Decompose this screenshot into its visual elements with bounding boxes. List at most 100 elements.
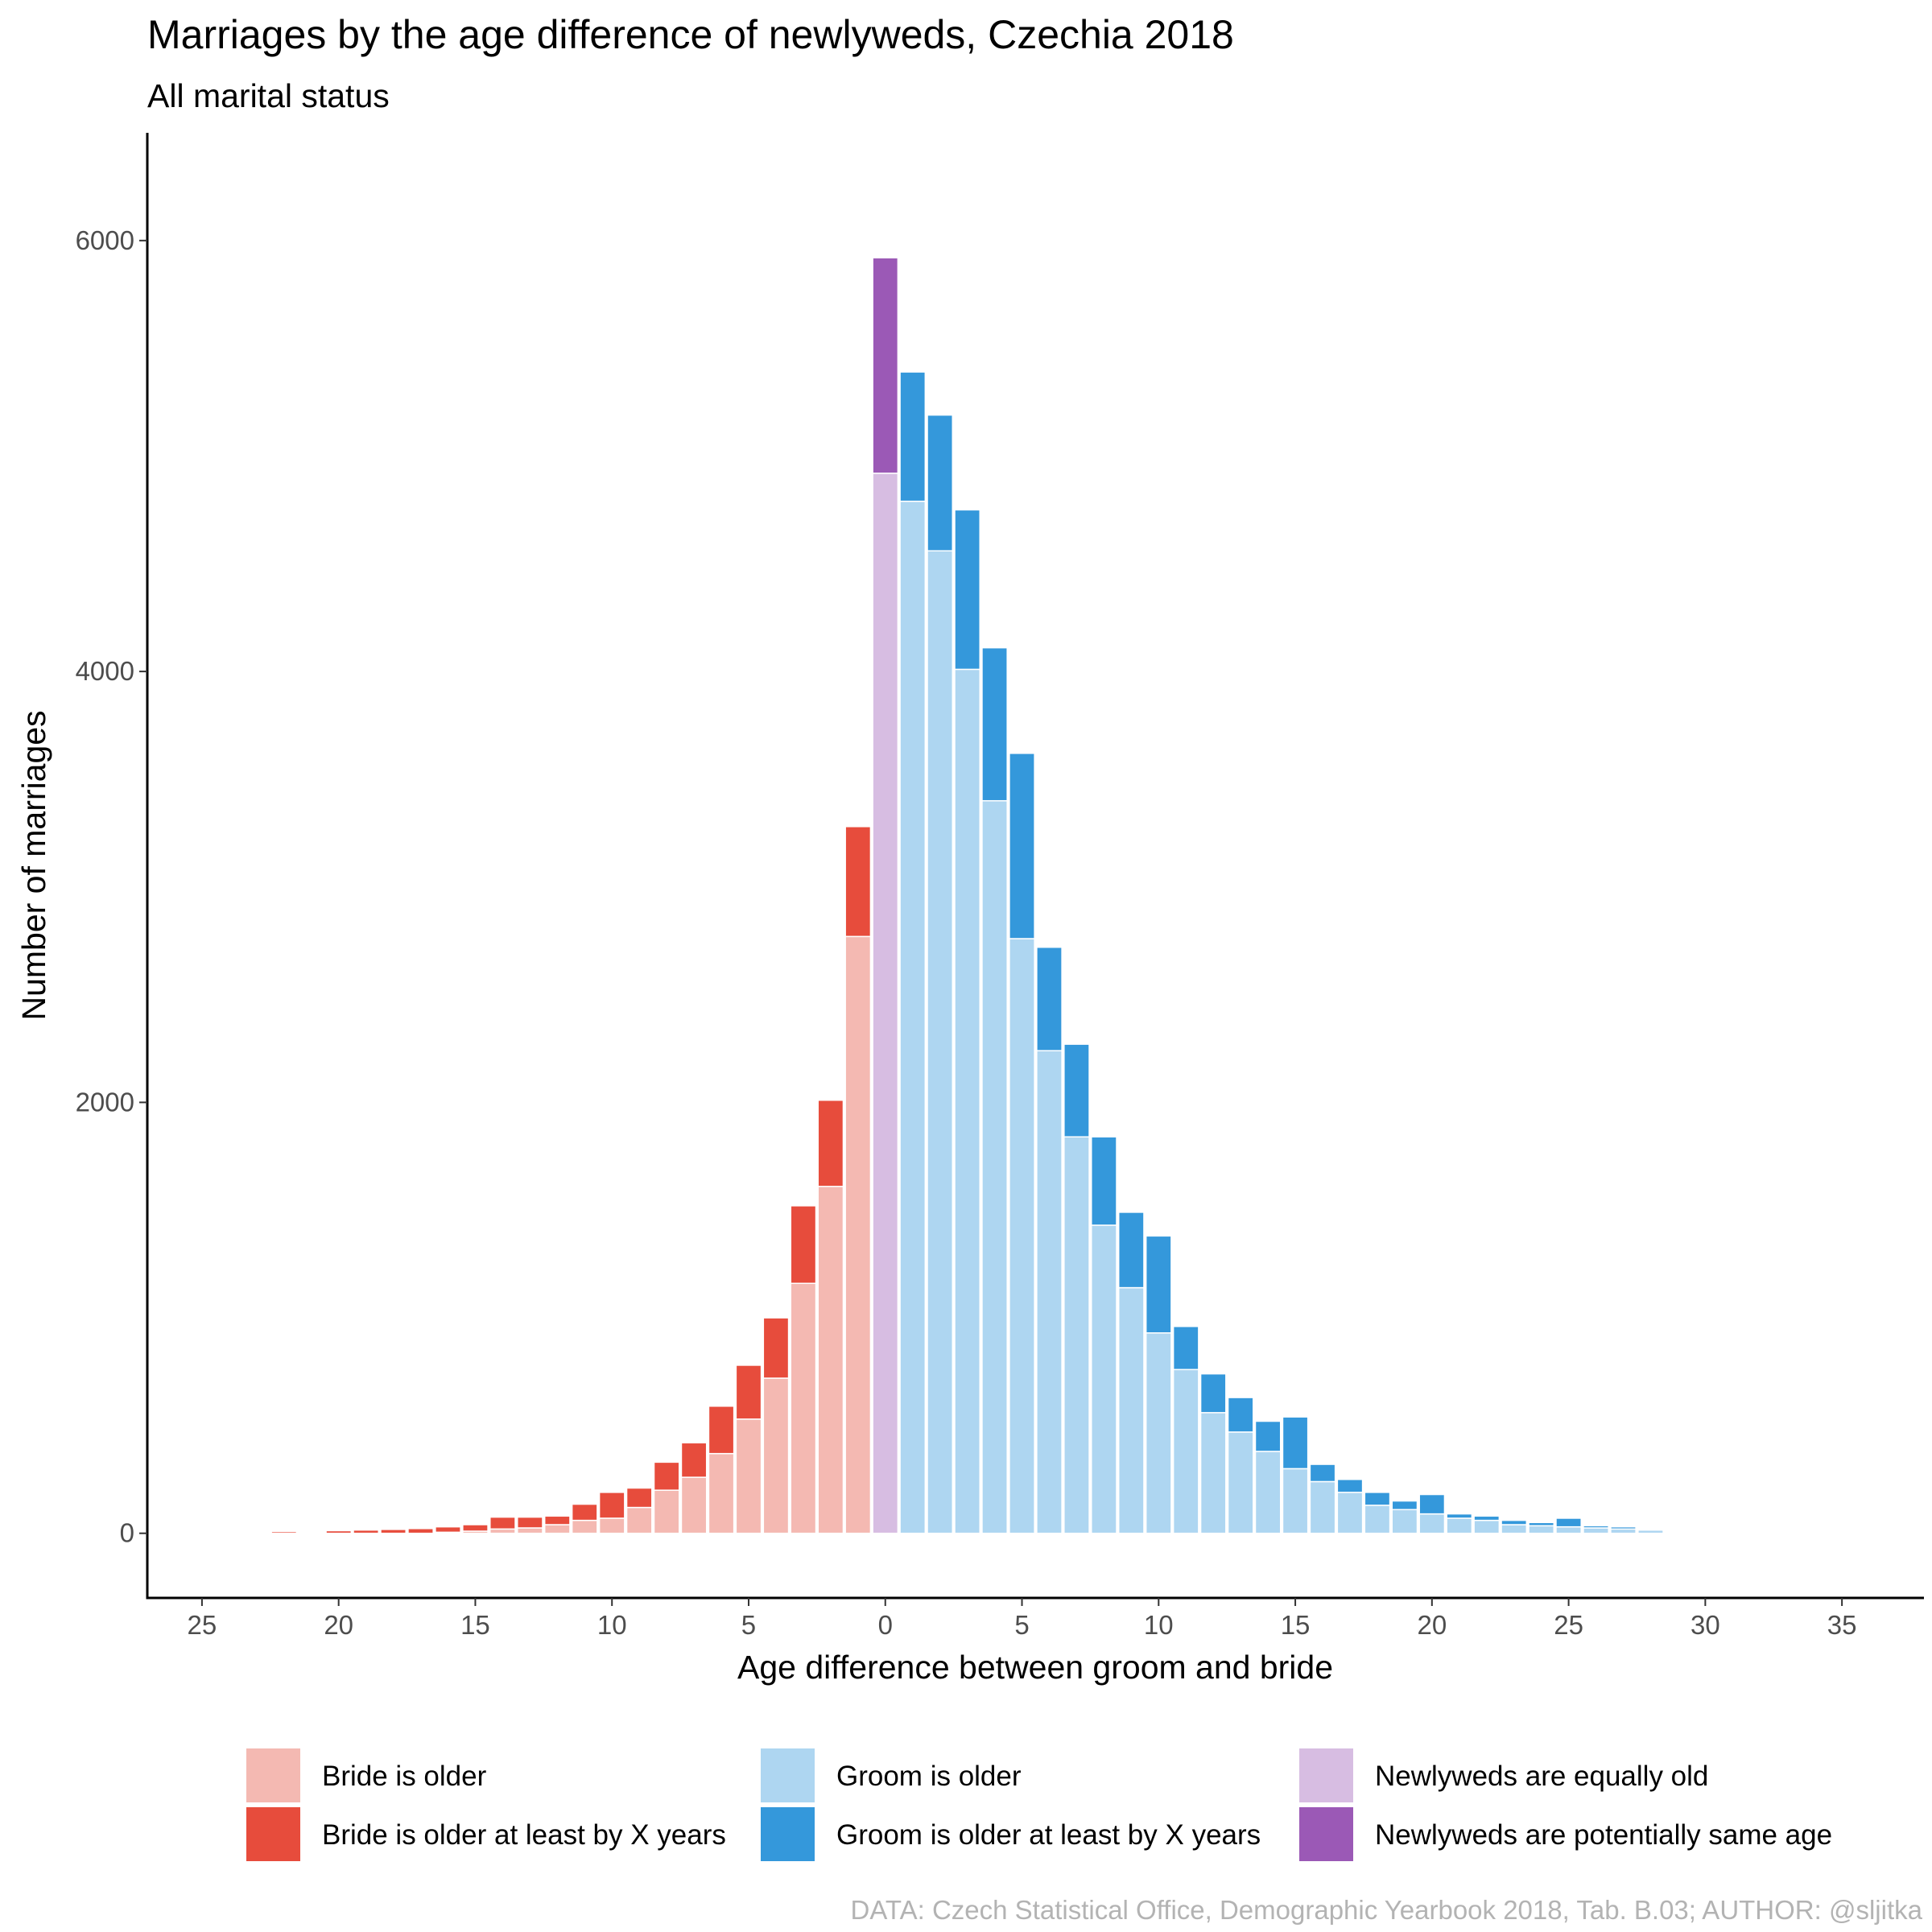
- bar-groom-older: [1418, 1513, 1446, 1534]
- bar-bride-older: [516, 1527, 543, 1534]
- bar-groom-older: [1036, 1050, 1063, 1534]
- bar-bride-older-at-least: [353, 1529, 380, 1534]
- bar-bride-older-at-least: [270, 1530, 298, 1534]
- bar-bride-older-at-least: [325, 1530, 353, 1534]
- bar-bride-older-at-least: [762, 1317, 790, 1379]
- bar-groom-older-at-least: [954, 509, 980, 671]
- x-tick-label: 25: [188, 1610, 217, 1640]
- bar-groom-older: [1446, 1517, 1473, 1534]
- bar-bride-older-at-least: [462, 1524, 489, 1532]
- bar-groom-older-at-least: [1364, 1492, 1391, 1506]
- bar-bride-older-at-least: [489, 1516, 516, 1530]
- bar-groom-older-at-least: [1746, 1530, 1773, 1534]
- bar-groom-older: [1528, 1525, 1555, 1534]
- bar-bride-older: [790, 1282, 817, 1534]
- bar-bride-older: [708, 1452, 735, 1534]
- bar-groom-older: [1227, 1431, 1254, 1534]
- bar-bride-older-at-least: [844, 826, 872, 938]
- bar-bride-older: [571, 1519, 598, 1534]
- bar-groom-older: [899, 500, 927, 1534]
- y-tick-label: 2000: [76, 1087, 134, 1117]
- y-tick-label: 0: [120, 1518, 134, 1548]
- x-tick-label: 0: [878, 1610, 893, 1640]
- x-tick-label: 35: [1827, 1610, 1857, 1640]
- bar-groom-older: [1501, 1524, 1528, 1534]
- legend-label: Groom is older at least by X years: [836, 1819, 1261, 1851]
- legend-swatch-groom-older: [761, 1748, 815, 1802]
- bar-groom-older: [1199, 1412, 1227, 1534]
- bar-bride-older-at-least: [817, 1099, 844, 1187]
- bar-equally-old: [872, 473, 899, 1534]
- chart-caption: DATA: Czech Statistical Office, Demograp…: [851, 1895, 1923, 1925]
- legend: Bride is older Groom is older Newlyweds ar…: [246, 1748, 1832, 1861]
- bar-groom-older: [1391, 1509, 1418, 1534]
- bar-groom-older: [1364, 1505, 1391, 1534]
- bar-bride-older: [735, 1418, 762, 1534]
- legend-swatch-bride-older-at-least: [246, 1807, 300, 1861]
- bar-groom-older-at-least: [1773, 1530, 1801, 1534]
- bar-bride-older-at-least: [516, 1516, 543, 1529]
- bar-groom-older: [1145, 1332, 1172, 1534]
- x-tick-label: 15: [460, 1610, 490, 1640]
- bar-groom-older-at-least: [1473, 1515, 1501, 1521]
- bar-groom-older: [1336, 1492, 1364, 1534]
- legend-swatch-equally-old: [1299, 1748, 1353, 1802]
- bars-layer: [270, 257, 1828, 1534]
- bar-groom-older-at-least: [1555, 1517, 1582, 1528]
- bar-groom-older-at-least: [1446, 1513, 1473, 1519]
- bar-groom-older-at-least: [1692, 1530, 1719, 1534]
- bar-groom-older-at-least: [1199, 1373, 1227, 1414]
- bar-groom-older-at-least: [1418, 1493, 1446, 1515]
- y-tick-label: 6000: [76, 225, 134, 255]
- bar-groom-older: [927, 550, 954, 1534]
- bar-bride-older-at-least: [653, 1461, 680, 1491]
- legend-label: Newlyweds are equally old: [1375, 1761, 1708, 1792]
- bar-bride-older-at-least: [407, 1528, 434, 1534]
- x-tick-label: 5: [741, 1610, 756, 1640]
- bar-bride-older-at-least: [735, 1364, 762, 1420]
- bar-groom-older: [1282, 1468, 1309, 1534]
- bar-bride-older: [625, 1506, 653, 1534]
- x-tick-label: 30: [1690, 1610, 1720, 1640]
- bar-groom-older-at-least: [1091, 1136, 1117, 1226]
- x-tick-label: 20: [324, 1610, 353, 1640]
- bar-groom-older-at-least: [1336, 1479, 1364, 1493]
- bar-groom-older-at-least: [1637, 1528, 1664, 1531]
- x-tick-label: 15: [1281, 1610, 1311, 1640]
- bar-groom-older-at-least: [1528, 1521, 1555, 1527]
- bar-groom-older-at-least: [899, 371, 927, 502]
- bar-groom-older-at-least: [1610, 1525, 1637, 1530]
- bar-groom-older: [1172, 1368, 1199, 1534]
- legend-label: Bride is older at least by X years: [322, 1819, 726, 1851]
- legend-swatch-bride-older: [246, 1748, 300, 1802]
- bar-groom-older-at-least: [1282, 1416, 1309, 1470]
- legend-swatch-groom-older-at-least: [761, 1807, 815, 1861]
- bar-bride-older: [653, 1489, 680, 1534]
- bar-bride-older: [489, 1528, 516, 1534]
- chart-subtitle: All marital status: [147, 77, 390, 114]
- bar-bride-older-at-least: [790, 1205, 817, 1284]
- bar-groom-older: [954, 668, 980, 1534]
- bar-groom-older: [981, 799, 1008, 1534]
- bar-groom-older: [1063, 1136, 1090, 1534]
- y-axis-title: Number of marriages: [15, 710, 52, 1020]
- chart-title: Marriages by the age difference of newly…: [147, 12, 1234, 57]
- bar-bride-older: [543, 1524, 571, 1534]
- bar-groom-older: [1555, 1525, 1582, 1534]
- bar-bride-older-at-least: [543, 1515, 571, 1525]
- y-tick-label: 4000: [76, 656, 134, 686]
- x-tick-label: 20: [1417, 1610, 1447, 1640]
- bar-groom-older-at-least: [1583, 1525, 1609, 1529]
- legend-label: Newlyweds are potentially same age: [1375, 1819, 1832, 1851]
- bar-groom-older: [1009, 938, 1035, 1534]
- bar-groom-older: [1309, 1480, 1336, 1534]
- legend-label: Bride is older: [322, 1761, 487, 1792]
- bar-groom-older-at-least: [1145, 1235, 1172, 1334]
- bar-bride-older-at-least: [380, 1529, 407, 1534]
- bar-bride-older: [762, 1377, 790, 1534]
- bar-groom-older-at-least: [927, 414, 954, 551]
- bar-bride-older-at-least: [708, 1406, 735, 1455]
- x-tick-label: 25: [1554, 1610, 1583, 1640]
- bar-groom-older-at-least: [1719, 1530, 1746, 1534]
